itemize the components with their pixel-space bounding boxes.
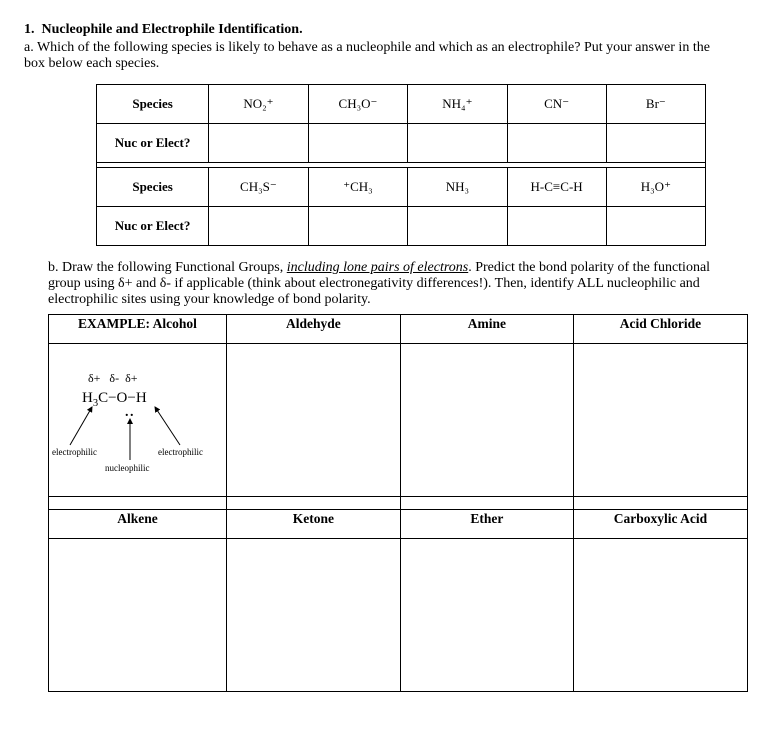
table-row: Nuc or Elect? [97,207,706,246]
label-electrophilic: electrophilic [52,447,97,457]
species-cell: CN⁻ [507,85,606,124]
fg-answer-cell[interactable] [573,539,747,692]
part-a-text: a. Which of the following species is lik… [24,40,733,72]
species-cell: CH₃O⁻ [308,85,408,124]
fg-answer-cell[interactable] [573,344,747,497]
answer-cell[interactable] [507,207,606,246]
table-row [49,539,748,692]
table-row: Species NO₂⁺ CH₃O⁻ NH₄⁺ CN⁻ Br⁻ [97,85,706,124]
fg-header: Amine [400,315,573,344]
species-cell: CH₃S⁻ [209,168,309,207]
answer-cell[interactable] [507,124,606,163]
table-gap [49,497,748,510]
functional-groups-table: EXAMPLE: Alcohol Aldehyde Amine Acid Chl… [48,314,748,692]
heading-text: Nucleophile and Electrophile Identificat… [42,22,303,37]
fg-header: Acid Chloride [573,315,747,344]
question-heading: 1. Nucleophile and Electrophile Identifi… [24,22,733,38]
species-table: Species NO₂⁺ CH₃O⁻ NH₄⁺ CN⁻ Br⁻ Nuc or E… [96,84,706,246]
table-row: EXAMPLE: Alcohol Aldehyde Amine Acid Chl… [49,315,748,344]
fg-answer-cell[interactable] [400,539,573,692]
species-cell: NH₃ [408,168,507,207]
row-header: Nuc or Elect? [97,124,209,163]
answer-cell[interactable] [209,124,309,163]
table-row: Alkene Ketone Ether Carboxylic Acid [49,510,748,539]
fg-example-alcohol: δ+ δ- δ+ H3C−O−H . . electrophilic elect… [49,344,227,497]
answer-cell[interactable] [408,124,507,163]
species-cell: H₃O⁺ [606,168,705,207]
fg-answer-cell[interactable] [49,539,227,692]
answer-cell[interactable] [209,207,309,246]
part-b-text: b. Draw the following Functional Groups,… [48,260,733,308]
fg-header: EXAMPLE: Alcohol [49,315,227,344]
fg-header: Ether [400,510,573,539]
species-cell: H-C≡C-H [507,168,606,207]
row-header: Species [97,85,209,124]
fg-header: Ketone [227,510,401,539]
row-header: Species [97,168,209,207]
fg-answer-cell[interactable] [227,539,401,692]
row-header: Nuc or Elect? [97,207,209,246]
answer-cell[interactable] [308,207,408,246]
answer-cell[interactable] [408,207,507,246]
alcohol-diagram: δ+ δ- δ+ H3C−O−H . . electrophilic elect… [50,345,225,495]
heading-number: 1. [24,22,35,37]
fg-answer-cell[interactable] [400,344,573,497]
table-row: Nuc or Elect? [97,124,706,163]
label-electrophilic: electrophilic [158,447,203,457]
answer-cell[interactable] [606,124,705,163]
species-cell: NO₂⁺ [209,85,309,124]
species-cell: NH₄⁺ [408,85,507,124]
fg-header: Carboxylic Acid [573,510,747,539]
table-row: Species CH₃S⁻ ⁺CH₃ NH₃ H-C≡C-H H₃O⁺ [97,168,706,207]
fg-header: Alkene [49,510,227,539]
label-nucleophilic: nucleophilic [105,463,150,473]
table-row: δ+ δ- δ+ H3C−O−H . . electrophilic elect… [49,344,748,497]
species-cell: Br⁻ [606,85,705,124]
underlined-phrase: including lone pairs of electrons [287,260,468,275]
fg-header: Aldehyde [227,315,401,344]
answer-cell[interactable] [308,124,408,163]
species-cell: ⁺CH₃ [308,168,408,207]
answer-cell[interactable] [606,207,705,246]
fg-answer-cell[interactable] [227,344,401,497]
